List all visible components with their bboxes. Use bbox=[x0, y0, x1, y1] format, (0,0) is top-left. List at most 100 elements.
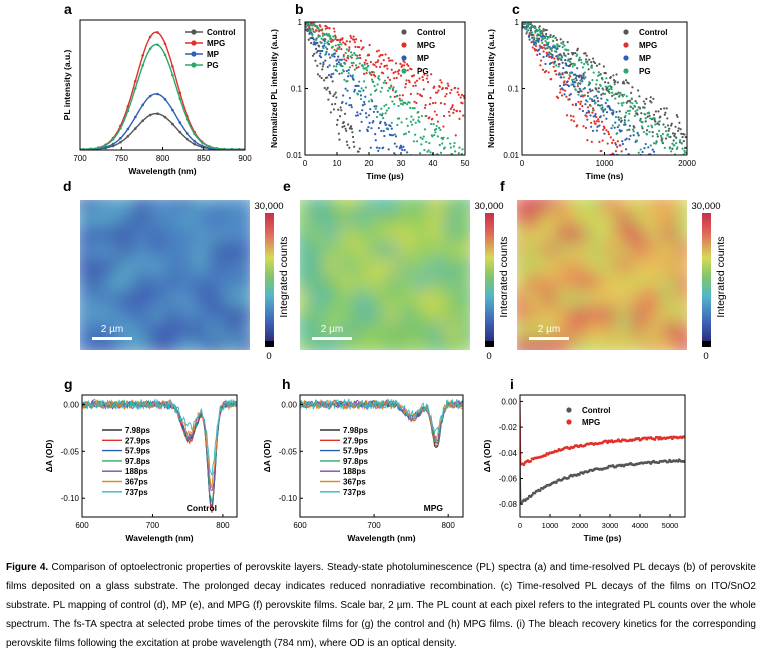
panel-b-point-mp bbox=[334, 52, 337, 55]
panel-a-point bbox=[163, 98, 167, 101]
panel-b-point-mpg bbox=[457, 93, 460, 96]
panel-c-point-mp bbox=[650, 157, 652, 159]
panel-a-point bbox=[126, 127, 130, 131]
panel-c-point-mp bbox=[572, 83, 575, 86]
panel-c-point-pg bbox=[584, 76, 587, 79]
panel-c-point-mpg bbox=[545, 69, 548, 73]
panel-f-colorbar-max: 30,000 bbox=[691, 201, 720, 212]
panel-c-point-control bbox=[614, 80, 617, 83]
panel-c-point-pg bbox=[621, 95, 625, 98]
panel-c-point-control bbox=[521, 19, 523, 21]
panel-b-point-mp bbox=[455, 157, 457, 159]
panel-b-point-mp bbox=[364, 95, 367, 98]
panel-g-series-4 bbox=[82, 399, 237, 492]
panel-b-point-control bbox=[392, 157, 394, 159]
panel-c-point-mp bbox=[576, 90, 579, 93]
panel-b-point-control bbox=[388, 157, 390, 159]
panel-h-legend-label: 57.9ps bbox=[343, 447, 368, 456]
panel-e-heatmap-cell bbox=[324, 290, 341, 308]
panel-b-point-pg bbox=[351, 53, 354, 57]
panel-d-heatmap-cell bbox=[89, 258, 106, 276]
panel-c-point-mp bbox=[550, 55, 553, 59]
panel-a-point bbox=[223, 147, 226, 150]
panel-c-point-mpg bbox=[593, 120, 596, 123]
panel-b-point-mp bbox=[359, 94, 363, 97]
panel-c-point-mp bbox=[610, 127, 613, 130]
panel-b-point-pg bbox=[381, 112, 384, 115]
panel-c-point-mpg bbox=[620, 157, 622, 159]
panel-b-point-mp bbox=[456, 157, 458, 159]
panel-b-point-mpg bbox=[442, 114, 446, 118]
panel-b-point-control bbox=[409, 157, 411, 159]
panel-i-point-control bbox=[577, 473, 581, 477]
panel-b-point-control bbox=[327, 73, 331, 77]
panel-c-point-mp bbox=[671, 157, 673, 159]
panel-c-point-mp bbox=[527, 35, 531, 38]
panel-c-point-pg bbox=[626, 128, 629, 132]
panel-i-xtick-label: 5000 bbox=[662, 521, 679, 530]
panel-e-heatmap-cell bbox=[384, 258, 401, 276]
panel-label-g: g bbox=[64, 376, 73, 392]
panel-b-point-mp bbox=[391, 134, 395, 137]
panel-b-point-pg bbox=[386, 89, 390, 92]
panel-b-point-mpg bbox=[462, 94, 465, 98]
panel-e-heatmap-cell bbox=[429, 258, 446, 276]
panel-b-point-control bbox=[409, 157, 411, 159]
panel-b-point-pg bbox=[338, 41, 342, 44]
panel-c-point-mp bbox=[550, 61, 553, 65]
panel-c-point-pg bbox=[588, 97, 592, 100]
panel-f-heatmap-cell bbox=[661, 290, 678, 308]
panel-b-point-mp bbox=[386, 157, 388, 159]
panel-b-point-control bbox=[389, 157, 391, 159]
panel-c-point-mp bbox=[573, 81, 576, 84]
panel-b-point-mpg bbox=[414, 81, 417, 84]
panel-c-point-mpg bbox=[635, 157, 637, 159]
panel-b-point-mpg bbox=[378, 65, 382, 69]
panel-a-point bbox=[178, 91, 182, 95]
panel-f-heatmap-cell bbox=[646, 226, 663, 244]
panel-b-point-pg bbox=[341, 65, 344, 68]
panel-c-point-mpg bbox=[634, 157, 636, 159]
panel-b-point-mpg bbox=[342, 53, 345, 57]
panel-b-point-mpg bbox=[406, 69, 409, 72]
panel-i-legend-label: Control bbox=[582, 406, 610, 415]
panel-b-point-mp bbox=[447, 157, 449, 159]
panel-c-point-pg bbox=[607, 85, 610, 88]
panel-c-point-pg bbox=[645, 133, 649, 136]
panel-c-point-mp bbox=[654, 157, 656, 159]
panel-c-point-mpg bbox=[673, 157, 675, 159]
panel-b-point-pg bbox=[334, 44, 337, 47]
panel-b-point-mpg bbox=[374, 75, 377, 78]
panel-c-point-pg bbox=[625, 95, 628, 98]
panel-b-point-pg bbox=[377, 76, 380, 80]
panel-f-heatmap-cell bbox=[586, 322, 603, 340]
panel-c-point-mpg bbox=[647, 157, 649, 159]
panel-b-point-pg bbox=[441, 142, 444, 145]
panel-b-point-pg bbox=[396, 123, 399, 127]
panel-e-heatmap-cell bbox=[414, 210, 431, 228]
panel-b-point-pg bbox=[418, 152, 422, 155]
panel-c-point-pg bbox=[530, 23, 533, 26]
panel-b-point-mpg bbox=[354, 45, 357, 48]
panel-d-heatmap-cell bbox=[119, 226, 136, 244]
panel-b-point-control bbox=[413, 157, 415, 159]
panel-c-point-pg bbox=[558, 57, 562, 60]
panel-i-point-mpg bbox=[653, 438, 657, 441]
panel-f-heatmap-cell bbox=[601, 226, 618, 244]
panel-c-point-control bbox=[684, 136, 687, 139]
panel-c-point-pg bbox=[666, 133, 670, 136]
panel-b-point-control bbox=[389, 157, 391, 159]
panel-c-point-pg bbox=[614, 115, 618, 119]
panel-e-heatmap-cell bbox=[324, 226, 341, 244]
panel-a-point bbox=[141, 64, 144, 67]
panel-c-point-mp bbox=[588, 88, 592, 91]
panel-c-point-control bbox=[596, 96, 599, 100]
panel-c-point-pg bbox=[569, 71, 572, 75]
panel-e-heatmap-cell bbox=[369, 322, 386, 340]
panel-b-point-mp bbox=[330, 73, 333, 76]
panel-c-point-pg bbox=[639, 148, 642, 151]
panel-c-point-mp bbox=[589, 114, 592, 117]
panel-c-point-pg bbox=[560, 56, 564, 59]
panel-d-heatmap-cell bbox=[224, 322, 241, 340]
panel-a-point bbox=[156, 92, 159, 96]
